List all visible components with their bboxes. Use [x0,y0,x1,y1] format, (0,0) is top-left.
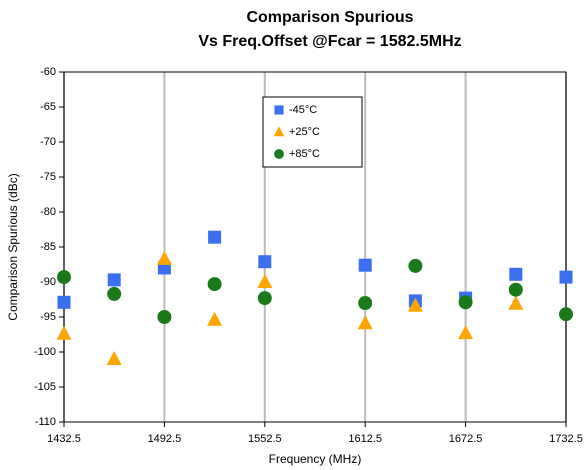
point [559,307,573,322]
y-tick-label: -60 [40,66,56,78]
x-axis-label: Frequency (MHz) [269,452,362,466]
x-tick-label: 1432.5 [47,433,81,445]
chart-title: Vs Freq.Offset @Fcar = 1582.5MHz [198,33,461,50]
y-tick-label: -95 [40,311,56,323]
point [208,230,222,244]
point [508,282,523,297]
x-tick-label: 1672.5 [449,433,483,445]
point [257,274,273,288]
y-tick-label: -110 [35,416,56,428]
point [258,255,272,269]
legend-marker [274,149,284,159]
point [257,291,272,306]
point [508,295,524,310]
y-tick-label: -85 [40,241,56,253]
legend-label: +85°C [289,148,320,160]
y-tick-label: -105 [34,381,56,393]
x-tick-label: 1612.5 [348,433,382,445]
point [357,315,373,330]
point [408,258,423,273]
point [107,286,122,301]
legend-label: +25°C [289,126,320,138]
y-tick-label: -90 [40,276,56,288]
point [509,267,523,281]
y-axis-label: Comparison Spurious (dBc) [6,173,20,320]
point [207,277,222,292]
x-tick-label: 1552.5 [248,433,282,445]
point [156,250,172,265]
point [56,325,72,340]
point [358,258,372,272]
legend-label: -45°C [289,104,317,116]
y-tick-label: -65 [40,101,56,113]
x-tick-label: 1492.5 [148,433,182,445]
y-tick-label: -80 [40,206,56,218]
point [57,270,71,285]
chart-title: Comparison Spurious [246,9,413,26]
y-tick-label: -100 [34,346,56,358]
point [458,295,473,310]
x-tick-label: 1732.5 [549,433,583,445]
point [407,297,423,312]
legend-marker [273,126,285,137]
point [458,325,474,340]
point [57,295,71,309]
plot-frame [63,71,567,423]
y-tick-label: -70 [40,136,56,148]
point [106,351,122,365]
point [207,311,223,326]
point [358,296,373,310]
legend-marker [274,105,284,115]
point [107,273,121,287]
y-tick-label: -75 [40,171,56,183]
point [157,310,172,324]
point [559,270,573,284]
